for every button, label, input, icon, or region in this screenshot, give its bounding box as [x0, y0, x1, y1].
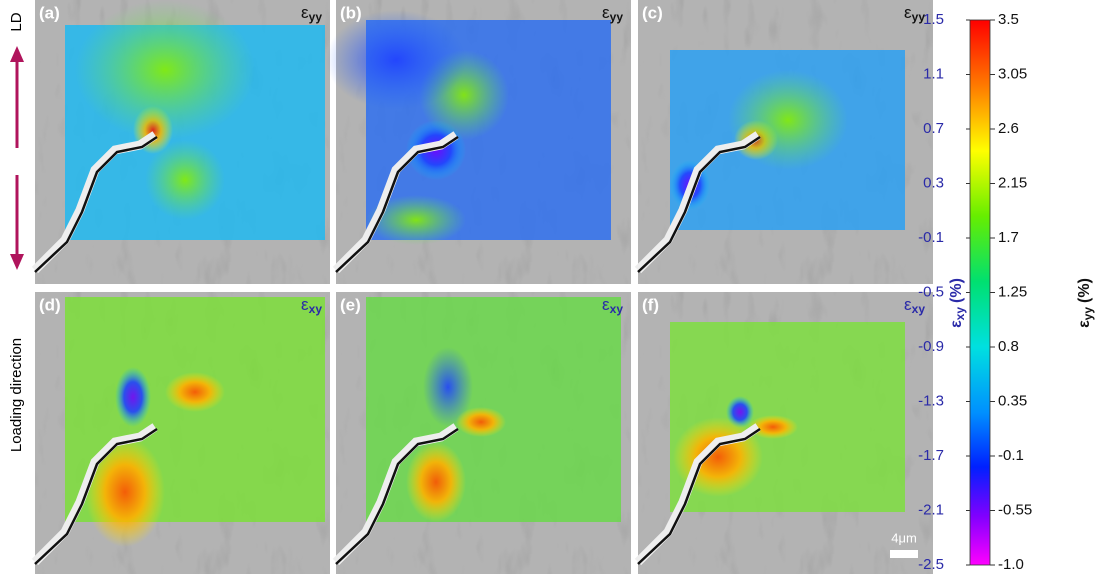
panel-label: (d) — [39, 295, 61, 314]
subscript: yy — [610, 10, 624, 24]
strain-blob — [75, 0, 255, 140]
tick-label: 2.15 — [998, 174, 1027, 191]
tick-label: -0.5 — [918, 283, 944, 300]
tick-label: 1.25 — [998, 283, 1027, 300]
tick-label: 1.5 — [923, 11, 944, 28]
tick-label: 0.7 — [923, 120, 944, 137]
strain-blob — [326, 10, 466, 110]
ld-label: LD — [8, 12, 25, 31]
strain-blob — [728, 70, 848, 170]
tick-label: 0.3 — [923, 174, 944, 191]
strain-blob — [165, 372, 225, 412]
strain-blob — [406, 442, 466, 522]
subscript: xy — [309, 302, 323, 316]
panel: (a)εyy — [35, 0, 330, 284]
panel-label: (a) — [39, 3, 60, 22]
subscript: xy — [912, 302, 926, 316]
tick-label: -0.55 — [998, 501, 1032, 518]
loading-direction-label: Loading direction — [8, 338, 25, 452]
scale-bar-label: 4μm — [891, 530, 917, 545]
panel: (d)εxy — [35, 292, 330, 574]
unit: (%) — [1076, 278, 1093, 303]
tick-label: 3.05 — [998, 65, 1027, 82]
panel-label: (f) — [642, 295, 659, 314]
tick-label: -1.0 — [998, 556, 1024, 573]
tick-label: -0.1 — [918, 229, 944, 246]
colorbar-scale — [970, 20, 990, 565]
unit: (%) — [948, 278, 965, 303]
left-axis-title: εxy(%) — [948, 278, 967, 328]
tick-label: -1.7 — [918, 447, 944, 464]
scale-bar — [890, 550, 918, 558]
arrow-head — [10, 46, 24, 62]
tick-label: 1.7 — [998, 229, 1019, 246]
subscript: yy — [309, 10, 323, 24]
strain-blob — [85, 437, 165, 547]
tick-label: -1.3 — [918, 392, 944, 409]
figure: (a)εyy(b)εyy(c)εyy(d)εxy(e)εxy(f)εxy4μm … — [0, 0, 1101, 574]
tick-label: -0.9 — [918, 338, 944, 355]
tick-label: -2.1 — [918, 501, 944, 518]
strain-blob — [456, 407, 506, 437]
panel-label: (c) — [642, 3, 663, 22]
panel-label: (b) — [340, 3, 362, 22]
tick-label: 1.1 — [923, 65, 944, 82]
side-annotation: LD Loading direction — [8, 12, 25, 452]
tick-label: 0.8 — [998, 338, 1019, 355]
colorbar: εxy(%) εyy(%) 1.51.10.70.3-0.1-0.5-0.9-1… — [918, 11, 1095, 573]
right-axis-title: εyy(%) — [1076, 278, 1095, 328]
subscript: xy — [953, 307, 967, 321]
subscript: xy — [610, 302, 624, 316]
panel: (e)εxy — [336, 292, 631, 574]
subscript: yy — [1081, 307, 1095, 321]
tick-label: -0.1 — [998, 447, 1024, 464]
tick-label: 3.5 — [998, 11, 1019, 28]
panel-label: (e) — [340, 295, 361, 314]
panel: (b)εyy — [326, 0, 631, 284]
panel: (c)εyy — [638, 0, 933, 284]
tick-label: 2.6 — [998, 120, 1019, 137]
strain-blob — [115, 367, 151, 427]
tick-label: 0.35 — [998, 392, 1027, 409]
tick-label: -2.5 — [918, 556, 944, 573]
arrow-head — [10, 254, 24, 270]
strain-blob — [145, 140, 225, 220]
